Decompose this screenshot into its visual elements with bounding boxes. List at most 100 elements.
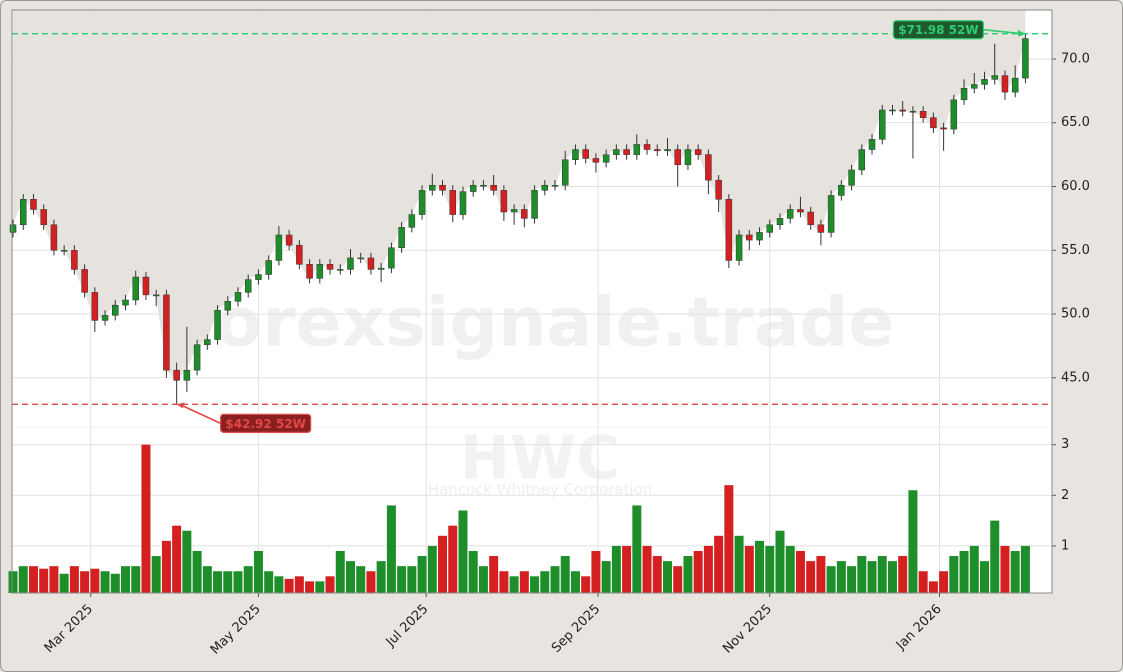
volume-bar	[775, 530, 785, 593]
volume-bar	[785, 545, 795, 593]
candle-body	[40, 209, 47, 226]
volume-bar	[662, 561, 672, 593]
volume-bar	[121, 566, 131, 593]
annotation-box	[892, 20, 985, 40]
volume-bar	[335, 550, 345, 593]
volume-bar	[141, 444, 151, 593]
volume-bar	[683, 556, 693, 593]
candle-body	[408, 214, 416, 228]
volume-bar	[622, 545, 632, 593]
volume-bar	[806, 561, 816, 593]
candle-body	[858, 149, 866, 171]
volume-tick-label: 3	[1061, 437, 1069, 452]
volume-bar	[478, 566, 488, 593]
volume-bar	[172, 525, 182, 593]
candle-body	[940, 127, 947, 130]
volume-bar	[509, 576, 519, 593]
candle-body	[521, 209, 528, 219]
y-tick-label: 70.0	[1061, 51, 1090, 66]
candle-body	[684, 149, 692, 166]
candle-body	[664, 149, 671, 152]
volume-bar	[530, 576, 540, 593]
volume-bar	[202, 566, 212, 593]
candle-body	[889, 109, 896, 112]
volume-bar	[223, 571, 233, 593]
volume-bar	[652, 556, 662, 593]
volume-bar	[550, 566, 560, 593]
candle-body	[766, 224, 774, 233]
volume-bar	[969, 545, 979, 593]
candle-body	[500, 190, 508, 213]
candle-body	[643, 144, 651, 150]
volume-bar	[345, 561, 355, 593]
candle-body	[398, 227, 405, 248]
candle-body	[377, 267, 385, 270]
volume-bar	[376, 561, 386, 593]
candle-body	[746, 234, 753, 241]
volume-bar	[1000, 545, 1010, 593]
candle-body	[367, 257, 375, 270]
candle-body	[183, 369, 191, 381]
volume-bar	[959, 550, 969, 593]
candle-body	[613, 149, 620, 155]
candle-body	[735, 234, 743, 261]
candle-body	[797, 209, 804, 213]
candle-body	[439, 184, 446, 191]
annotation-arrowhead	[176, 402, 185, 409]
watermark: forexsignale.trade	[186, 284, 895, 363]
volume-bar	[847, 566, 857, 593]
volume-bar	[448, 525, 458, 593]
volume-bar	[581, 576, 591, 593]
volume-bar	[519, 571, 529, 593]
candle-body	[674, 149, 681, 166]
candle-body	[296, 244, 303, 265]
candle-body	[756, 232, 763, 241]
annotation-arrow	[179, 403, 221, 425]
y-tick-label: 65.0	[1061, 115, 1090, 130]
volume-bar	[980, 561, 990, 593]
candle-body	[848, 169, 855, 186]
candle-body	[909, 111, 917, 113]
volume-bar	[18, 566, 28, 593]
volume-bar	[724, 485, 734, 593]
candle-body	[244, 279, 252, 293]
volume-bar	[826, 566, 836, 593]
candle-body	[1011, 77, 1019, 93]
candle-body	[469, 184, 477, 192]
volume-bar	[714, 535, 724, 593]
candle-body	[582, 149, 589, 159]
candle-body	[838, 184, 845, 196]
volume-bar	[151, 556, 161, 593]
candle-body	[163, 294, 170, 371]
volume-bar	[468, 550, 478, 593]
y-tick-label: 45.0	[1061, 370, 1090, 385]
volume-bar	[294, 576, 304, 593]
candle-body	[122, 299, 129, 306]
volume-bar	[438, 535, 448, 593]
volume-bar	[591, 550, 601, 593]
candle-body	[449, 190, 456, 215]
volume-bar	[192, 550, 202, 593]
volume-bar	[386, 505, 396, 593]
candle-body	[285, 234, 293, 246]
volume-bar	[570, 571, 580, 593]
candle-body	[224, 301, 232, 311]
volume-bar	[1020, 545, 1030, 593]
volume-tick-label: 1	[1061, 538, 1069, 553]
candle-body	[173, 369, 180, 381]
candle-body	[531, 190, 538, 219]
volume-bar	[489, 556, 499, 593]
volume-bar	[939, 571, 949, 593]
volume-bar	[356, 566, 366, 593]
volume-bar	[765, 545, 775, 593]
candle-body	[510, 209, 518, 213]
volume-bar	[427, 545, 437, 593]
volume-bar	[182, 530, 192, 593]
candle-body	[868, 139, 876, 150]
volume-bar	[836, 561, 846, 593]
candle-body	[112, 304, 119, 316]
volume-bar	[305, 581, 315, 593]
candle-body	[459, 191, 467, 215]
candle-body	[357, 257, 364, 260]
